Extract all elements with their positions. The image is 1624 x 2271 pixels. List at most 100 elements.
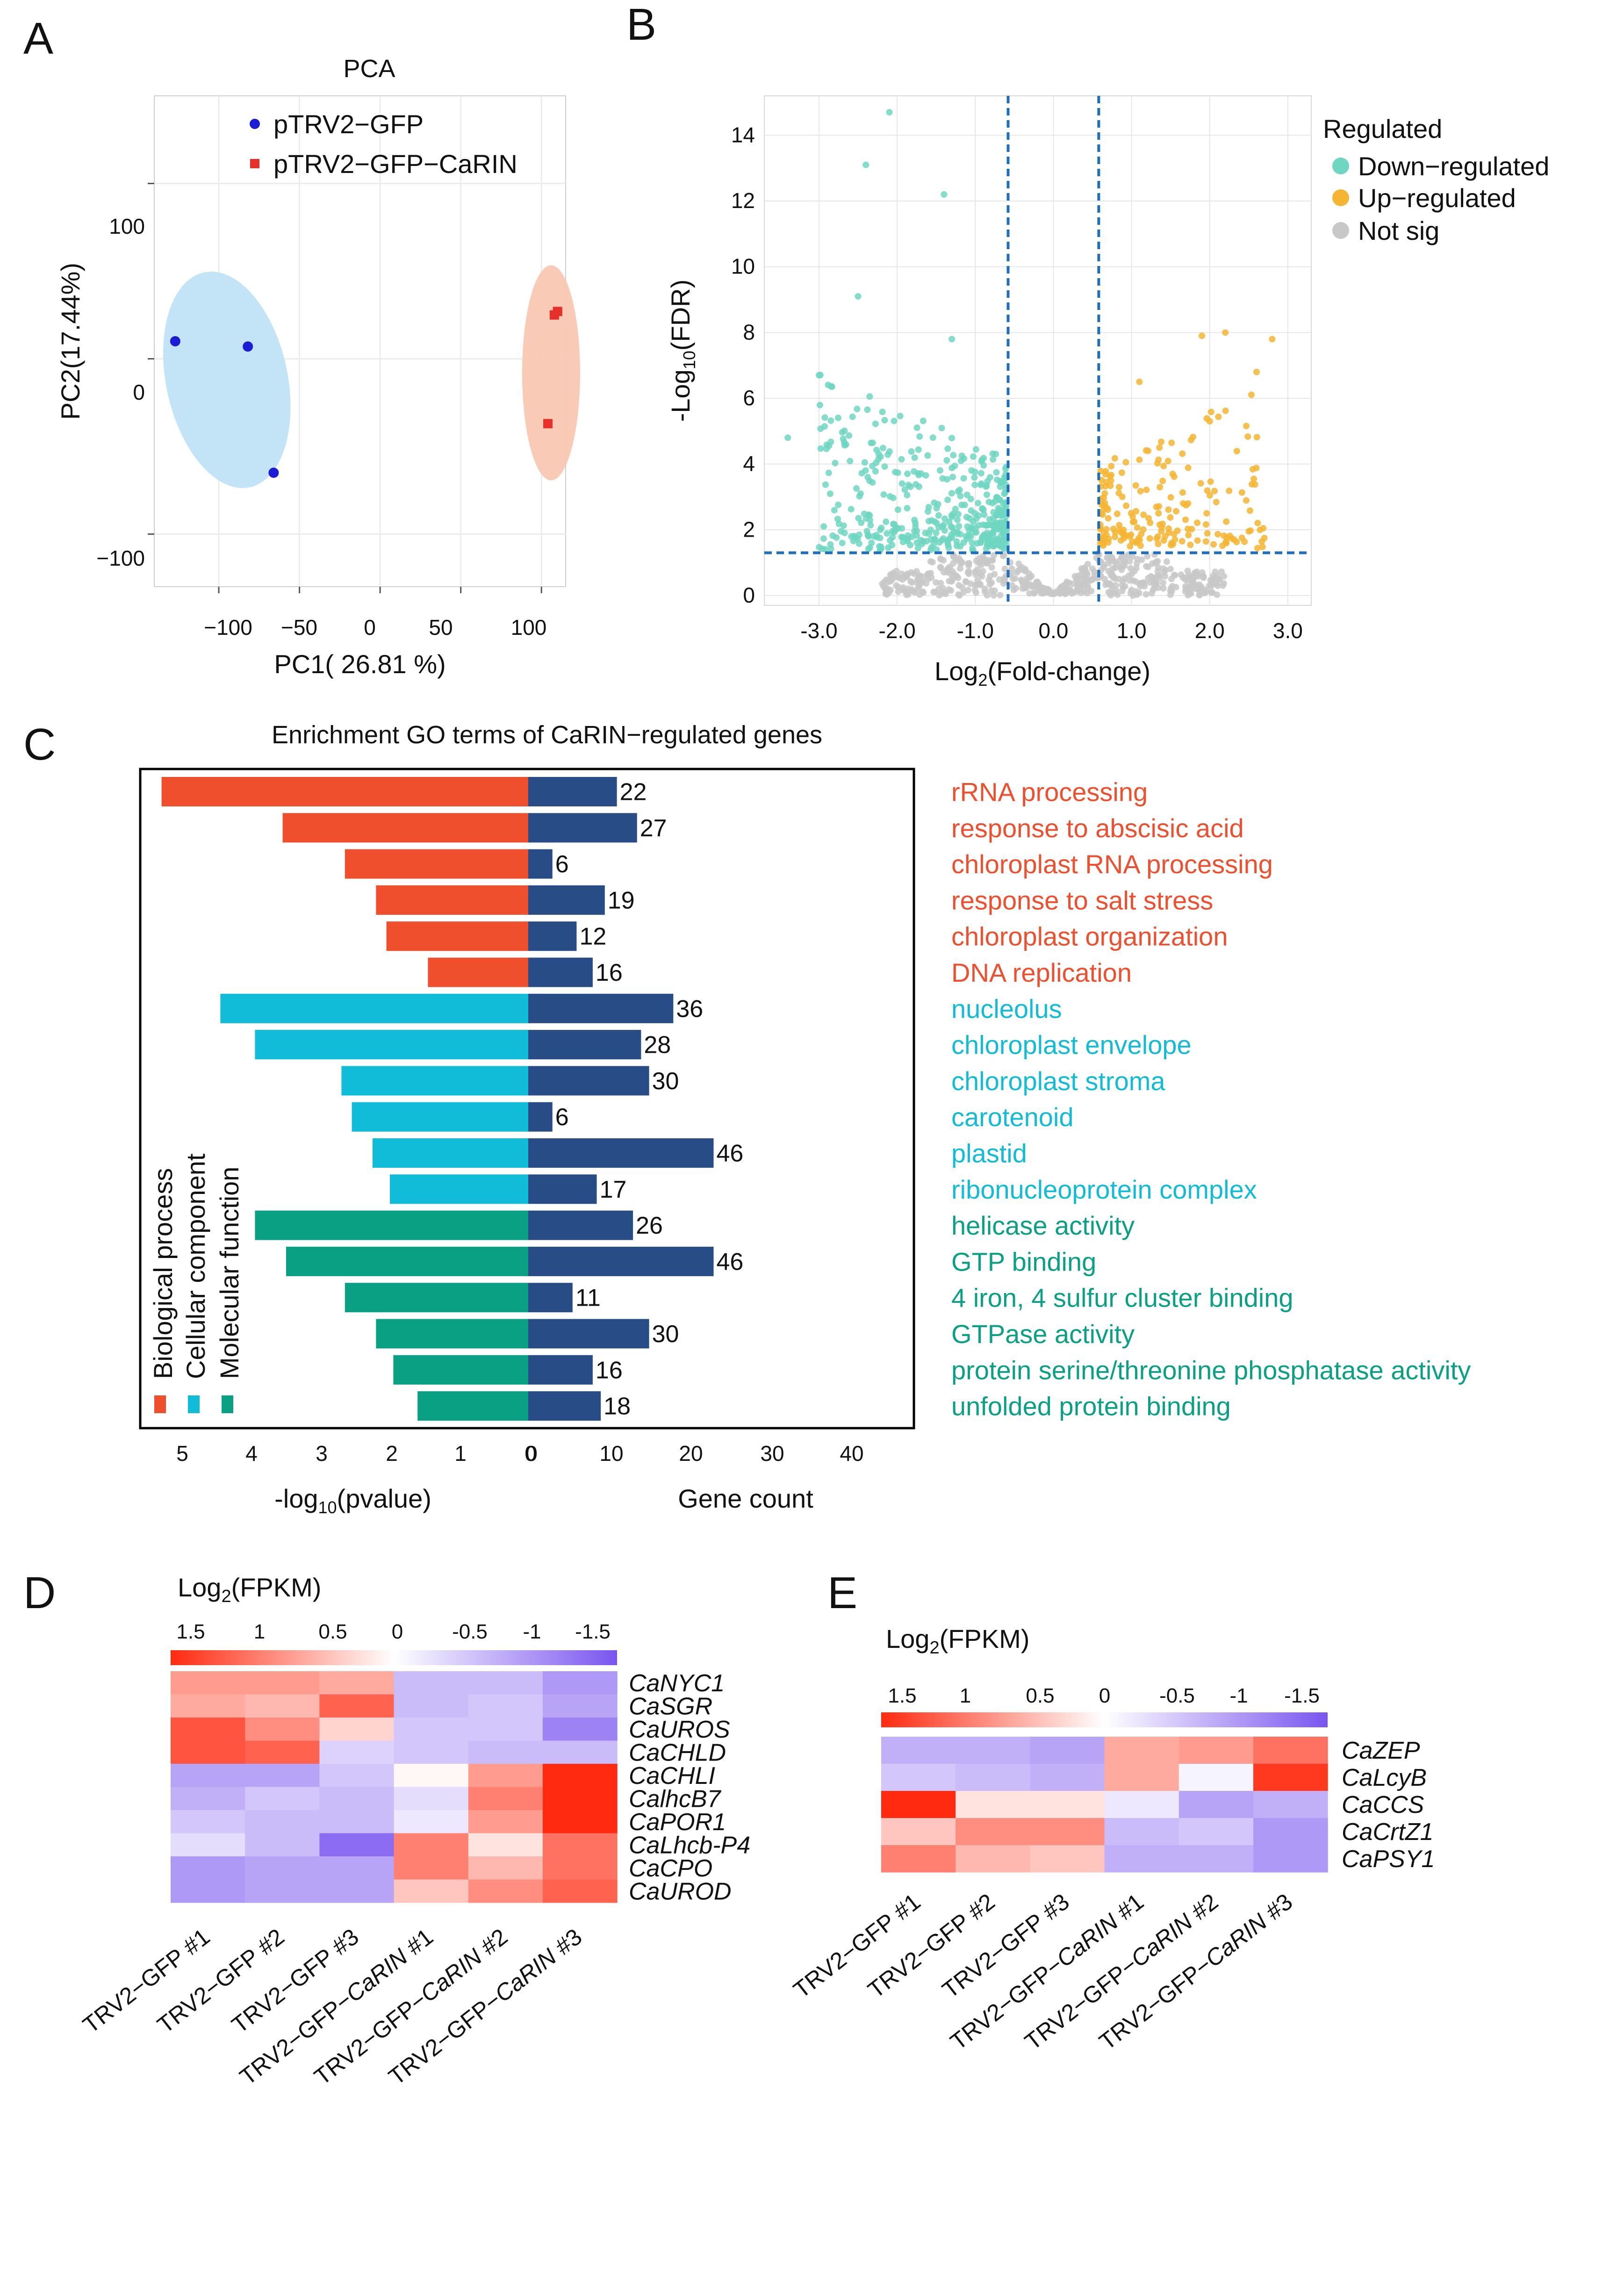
volcano-point-up [1202,538,1209,545]
heatd-cell [171,1740,245,1764]
go-term-label: nucleolus [951,994,1062,1023]
heatd-cell [245,1740,320,1764]
volcano-point-up [1132,482,1139,489]
volcano-xtick: 1.0 [1117,618,1147,643]
volcano-point-down [920,417,927,424]
go-category-cc: Cellular component [181,1153,210,1379]
volcano-point-notsig [1081,568,1088,575]
heate-cell [1253,1764,1328,1791]
heatd-cell [319,1787,395,1811]
go-count-label: 22 [620,779,647,806]
volcano-point-notsig [1198,584,1205,591]
volcano-point-notsig [1208,589,1215,596]
volcano-point-up [1223,539,1230,546]
volcano-point-up [1179,489,1186,496]
volcano-xtick: 2.0 [1195,618,1225,643]
volcano-point-down [901,486,908,493]
legend-label-notsig: Not sig [1358,216,1439,245]
panel-label-c: C [23,719,56,769]
volcano-point-down [853,485,860,492]
volcano-point-notsig [1063,582,1070,589]
volcano-point-up [1155,540,1162,547]
heate-gene-label: CaCCS [1342,1791,1424,1818]
go-pvalue-bar [393,1355,528,1385]
volcano-point-down [970,453,977,460]
volcano-point-up [1156,444,1163,451]
heatd-cell [171,1879,245,1903]
volcano-point-up [1145,515,1152,522]
go-term-label: response to abscisic acid [951,813,1244,843]
volcano-point-down [979,521,986,528]
volcano-point-notsig [980,555,987,562]
volcano-point-up [1261,535,1268,542]
heatd-cell [245,1810,320,1833]
go-count-bar [528,1246,714,1276]
go-right-ticks: 0 10 20 30 40 [525,1441,863,1466]
volcano-point-notsig [1106,554,1113,561]
volcano-point-up [1253,434,1260,441]
volcano-point-up [1103,479,1110,486]
heate-scale-ticks: 1.5 1 0.5 0 -0.5 -1 -1.5 [888,1684,1320,1707]
heate-sample-label: TRV2−GFP #1 [789,1889,926,2004]
heatd-gene-label: CaLhcb-P4 [629,1832,750,1859]
heate-scale-tick: -0.5 [1159,1684,1195,1707]
volcano-point-up [1185,500,1192,507]
volcano-point-down [927,526,934,533]
volcano-point-up [1136,456,1143,463]
volcano-point-down [933,546,940,553]
volcano-point-up [1167,494,1174,501]
volcano-point-notsig [1154,558,1161,565]
go-term-label: chloroplast organization [951,922,1228,951]
volcano-point-notsig [973,557,980,564]
go-count-label: 30 [652,1068,679,1095]
go-count-bar [528,993,674,1023]
volcano-point-up [1168,439,1175,446]
heatd-cell [319,1879,395,1903]
heatd-colorbar [171,1650,617,1665]
volcano-point-up [1169,470,1176,477]
pca-ylabel: PC2(17.44%) [56,263,85,420]
volcano-point-up [1160,462,1167,469]
go-count-bar [528,777,617,806]
volcano-point-up [1146,535,1153,542]
volcano-point-down [995,510,1002,517]
volcano-point-notsig [929,559,936,566]
go-plot: 22 rRNA processing 27 response to abscisic … [161,777,1471,1421]
volcano-legend: Regulated Down−regulated Up−regulated No… [1323,114,1549,245]
volcano-point-up [1185,532,1192,539]
volcano-point-up [1153,503,1160,510]
volcano-point-down [852,534,859,541]
heate-sample-label: TRV2−GFP #3 [937,1889,1074,2004]
volcano-point-notsig [907,578,914,585]
volcano-point-down [989,529,996,536]
volcano-point-down [983,491,990,498]
go-pvalue-bar [161,777,529,806]
heate-scale-tick: 0 [1099,1684,1110,1707]
volcano-point-down [784,434,791,441]
volcano-point-down [993,469,1000,476]
heatd-cell [543,1856,618,1880]
volcano-point-down [816,402,823,409]
go-category-bp: Biological process [148,1168,178,1379]
volcano-point-down [884,530,891,537]
volcano-point-notsig [1008,565,1015,572]
volcano-point-down [971,468,978,475]
volcano-point-notsig [1129,592,1136,599]
volcano-point-notsig [1088,588,1095,595]
volcano-point-up [1248,391,1255,398]
volcano-point-down [891,417,898,424]
volcano-point-up [1123,502,1130,509]
volcano-point-notsig [956,565,963,572]
volcano-point-down [975,500,982,507]
heate-cell [1030,1791,1105,1818]
volcano-point-notsig [881,578,888,585]
heatd-cell [468,1787,543,1811]
volcano-point-up [1197,480,1204,487]
volcano-point-down [823,441,830,448]
pca-yticks: 100 0 −100 [96,214,145,570]
volcano-point-up [1105,539,1112,546]
volcano-point-up [1187,541,1194,548]
pca-point-carin [553,307,562,316]
heate-cell [1104,1818,1179,1846]
volcano-point-up [1260,525,1267,532]
